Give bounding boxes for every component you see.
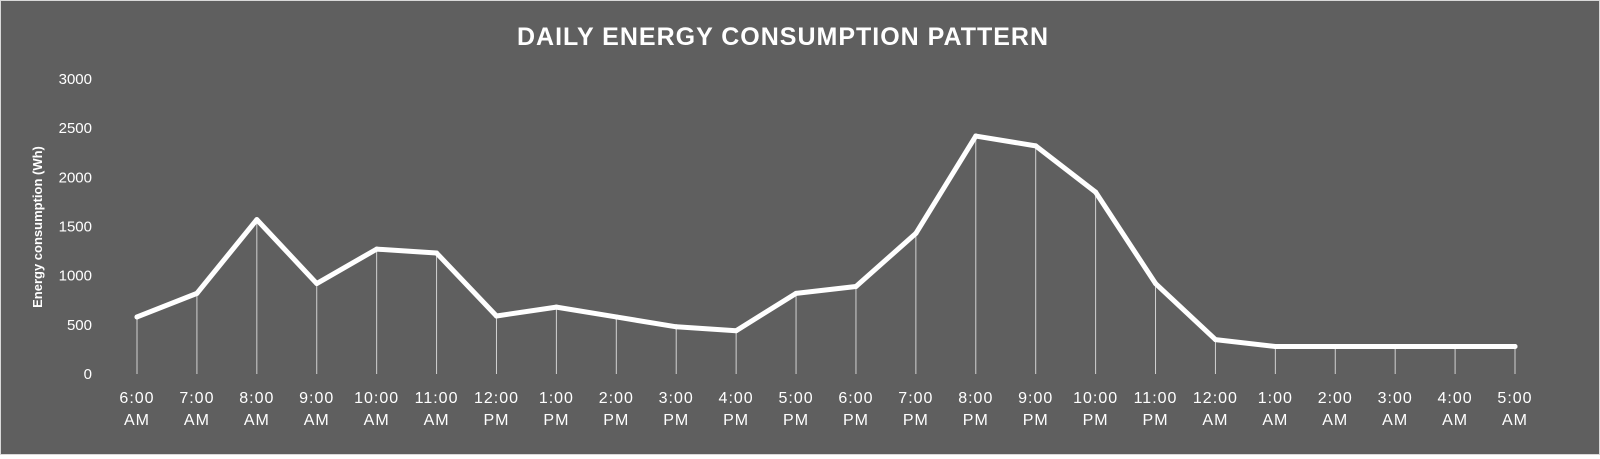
x-tick-label: 7:00 AM [179,390,214,429]
data-point [314,281,320,287]
y-tick-label: 2500 [59,120,92,137]
x-tick-label: 5:00 PM [778,390,813,429]
data-point [1272,343,1278,349]
data-point [613,314,619,320]
y-tick-label: 1500 [59,219,92,236]
drop-lines [136,136,1516,374]
x-tick-label: 3:00 AM [1378,390,1413,429]
y-axis-label: Energy consumption (Wh) [30,146,45,308]
data-point [1452,343,1458,349]
x-tick-label: 4:00 AM [1438,390,1473,429]
x-tick-label: 9:00 AM [299,390,334,429]
y-tick-label: 0 [84,366,92,383]
x-tick-label: 8:00 AM [239,390,274,429]
data-point [553,304,559,310]
data-point [434,250,440,256]
data-point [733,328,739,334]
x-tick-label: 2:00 PM [599,390,634,429]
x-tick-label: 3:00 PM [659,390,694,429]
series-line [134,133,1518,349]
data-series [134,133,1518,349]
x-tick-label: 12:00 PM [474,390,519,429]
x-tick-label: 8:00 PM [958,390,993,429]
x-tick-label: 4:00 PM [719,390,754,429]
chart-title: DAILY ENERGY CONSUMPTION PATTERN [517,23,1049,51]
x-axis-ticks: 6:00 AM 7:00 AM 8:00 AM 9:00 AM 10:00 AM 11:00 AM 12… [119,390,1532,429]
x-tick-label: 2:00 AM [1318,390,1353,429]
data-point [793,290,799,296]
x-tick-label: 5:00 AM [1497,390,1532,429]
x-tick-label: 6:00 AM [119,390,154,429]
data-point [1212,337,1218,343]
data-point [1153,281,1159,287]
data-point [194,290,200,296]
x-tick-label: 9:00 PM [1018,390,1053,429]
y-axis-ticks: 0 500 1000 1500 2000 2500 3000 [59,71,92,383]
y-tick-label: 2000 [59,169,92,186]
data-point [374,246,380,252]
y-tick-label: 3000 [59,71,92,88]
x-tick-label: 10:00 AM [354,390,399,429]
data-point [913,230,919,236]
x-tick-label: 11:00 AM [415,390,459,429]
data-point [853,283,859,289]
data-point [1392,343,1398,349]
x-tick-label: 10:00 PM [1073,390,1118,429]
x-tick-label: 1:00 AM [1258,390,1293,429]
data-point [493,313,499,319]
data-point [1332,343,1338,349]
x-tick-label: 11:00 PM [1134,390,1178,429]
x-tick-label: 6:00 PM [838,390,873,429]
x-tick-label: 12:00 AM [1193,390,1238,429]
data-point [1512,343,1518,349]
y-tick-label: 500 [67,317,92,334]
x-tick-label: 1:00 PM [539,390,574,429]
data-point [1033,143,1039,149]
y-tick-label: 1000 [59,268,92,285]
data-point [134,314,140,320]
data-point [1093,189,1099,195]
data-points [134,133,1518,349]
data-point [254,217,260,223]
data-point [673,324,679,330]
x-tick-label: 7:00 PM [898,390,933,429]
data-point [973,133,979,139]
